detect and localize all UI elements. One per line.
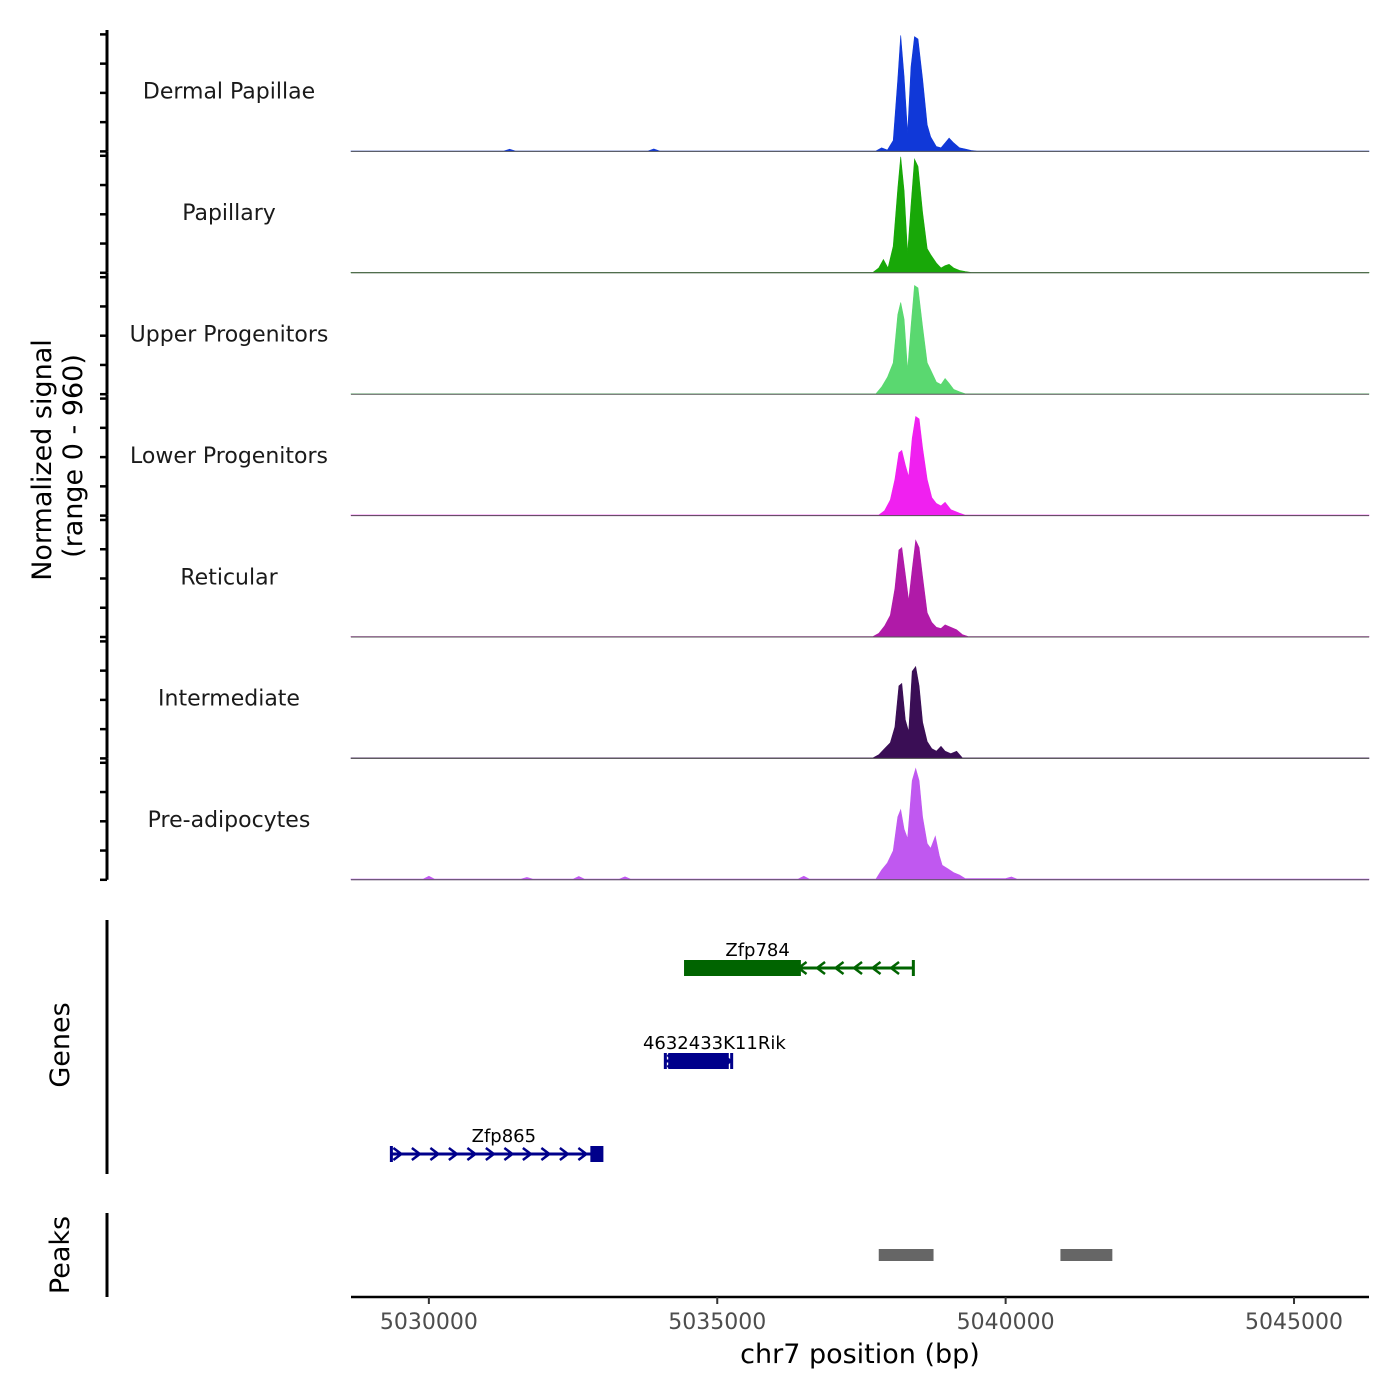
genes-panel-label: Genes <box>45 1002 76 1087</box>
track-label-lower-progenitors: Lower Progenitors <box>130 444 328 469</box>
gene-exon-4632433k11rik <box>668 1053 729 1069</box>
peak-bar-1 <box>878 1249 934 1261</box>
coverage-area-intermediate <box>350 665 1370 759</box>
strand-arrow <box>411 1147 422 1161</box>
strand-arrow <box>833 961 845 975</box>
coverage-tracks: Dermal Papillae Papillary Upper Progenitor… <box>100 30 1370 882</box>
strand-arrow <box>448 1147 459 1161</box>
x-tick-label: 5040000 <box>957 1310 1055 1335</box>
x-tick-label: 5035000 <box>668 1310 766 1335</box>
strand-arrow <box>540 1147 552 1161</box>
gene-label-zfp865: Zfp865 <box>472 1126 536 1147</box>
strand-arrow <box>466 1147 478 1161</box>
strand-arrow <box>485 1147 496 1161</box>
strand-arrow <box>559 1147 570 1161</box>
x-tick-label: 5030000 <box>380 1310 478 1335</box>
track-label-reticular: Reticular <box>180 565 278 590</box>
track-label-intermediate: Intermediate <box>158 687 300 712</box>
coverage-area-dermal-papillae <box>350 35 1370 152</box>
peaks-panel-label: Peaks <box>45 1216 76 1294</box>
coverage-area-papillary <box>350 156 1370 274</box>
track-label-upper-progenitors: Upper Progenitors <box>130 323 329 348</box>
strand-arrow <box>888 961 900 975</box>
strand-arrow <box>870 961 882 975</box>
gene-label-zfp784: Zfp784 <box>725 940 789 961</box>
x-tick-label: 5045000 <box>1245 1310 1343 1335</box>
strand-arrow <box>392 1147 404 1161</box>
coverage-area-reticular <box>350 539 1370 638</box>
gene-exon-zfp784 <box>685 960 801 976</box>
y-axis-title-line2: (range 0 - 960) <box>58 354 89 558</box>
peak-bar-2 <box>1060 1249 1113 1261</box>
track-label-pre-adipocytes: Pre-adipocytes <box>148 808 311 833</box>
strand-arrow <box>503 1147 515 1161</box>
gene-exon-zfp865 <box>590 1146 602 1162</box>
coverage-area-upper-progenitors <box>350 284 1370 395</box>
strand-arrow <box>851 961 863 975</box>
track-label-papillary: Papillary <box>182 201 276 226</box>
y-axis-title-line1: Normalized signal <box>27 339 58 581</box>
strand-arrow <box>577 1147 589 1161</box>
track-label-dermal-papillae: Dermal Papillae <box>143 80 315 105</box>
gene-annotations: Zfp784 4632433K11Rik Zfp865 <box>389 940 915 1162</box>
strand-arrow <box>522 1147 533 1161</box>
coverage-area-pre-adipocytes <box>350 767 1370 881</box>
x-axis-title: chr7 position (bp) <box>740 1339 980 1370</box>
strand-arrow <box>814 961 826 975</box>
strand-arrow <box>429 1147 441 1161</box>
x-axis-ticks: 5030000 5035000 5040000 5045000 <box>380 1297 1343 1335</box>
coverage-area-lower-progenitors <box>350 415 1370 516</box>
gene-label-4632433k11rik: 4632433K11Rik <box>643 1033 786 1054</box>
peak-regions <box>878 1249 1113 1261</box>
